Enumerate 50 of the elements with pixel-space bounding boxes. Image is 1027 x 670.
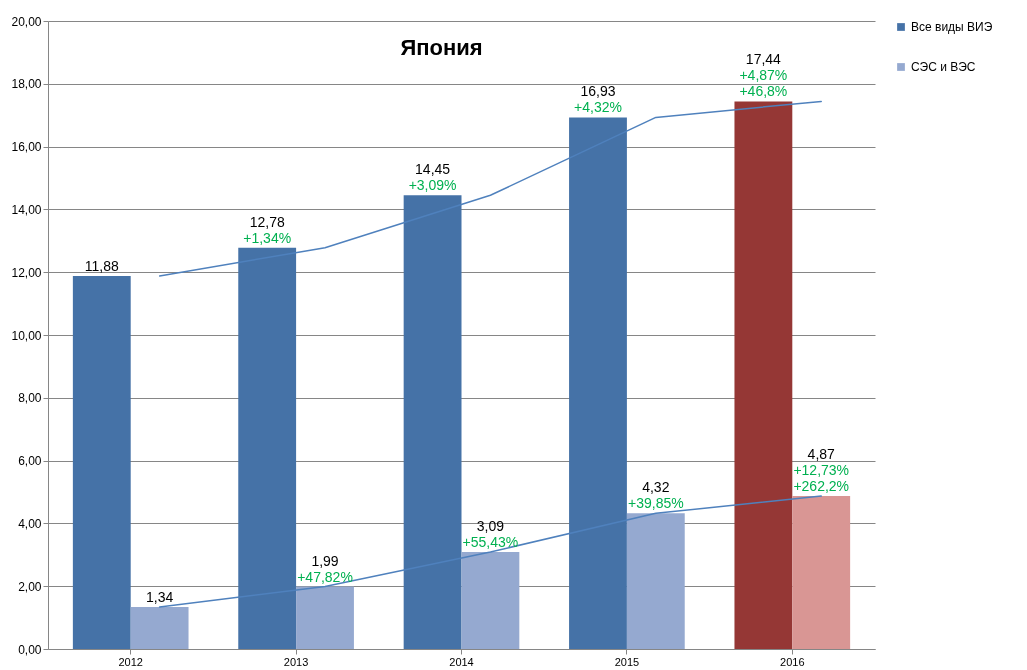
y-tick-label: 12,00 bbox=[11, 265, 42, 280]
y-tick-label: 16,00 bbox=[11, 140, 42, 155]
x-tick-label: 2015 bbox=[614, 655, 640, 668]
y-tick-label: 18,00 bbox=[11, 77, 42, 92]
x-tick-label: 2016 bbox=[780, 655, 805, 668]
y-tick-label: 10,00 bbox=[11, 328, 42, 343]
y-tick-label: 20,00 bbox=[11, 14, 42, 29]
bar bbox=[569, 117, 627, 649]
line-series bbox=[158, 100, 822, 277]
y-tick-label: 8,00 bbox=[18, 391, 42, 406]
y-tick-label: 6,00 bbox=[18, 454, 42, 469]
data-label: 12,78 bbox=[249, 213, 285, 230]
data-label: 17,44 bbox=[745, 51, 782, 68]
bar bbox=[403, 195, 462, 649]
x-tick-label: 2012 bbox=[118, 655, 143, 668]
legend-label: СЭС и ВЭС bbox=[911, 60, 976, 74]
y-tick-label: 2,00 bbox=[18, 579, 42, 594]
data-label: 1,34 bbox=[145, 588, 174, 605]
bar bbox=[296, 586, 354, 649]
data-label: 14,45 bbox=[415, 161, 451, 178]
annotation: +46,8% bbox=[739, 83, 788, 100]
data-label: 16,93 bbox=[580, 83, 616, 100]
annotation: +4,87% bbox=[739, 67, 788, 84]
annotation: +3,09% bbox=[408, 177, 457, 194]
bar bbox=[130, 606, 189, 649]
y-tick-label: 4,00 bbox=[18, 516, 42, 531]
text: Япония bbox=[400, 35, 483, 60]
y-tick-label: 14,00 bbox=[11, 202, 42, 217]
y-tick-label: 0,00 bbox=[18, 642, 42, 657]
annotation: +12,73% bbox=[793, 462, 850, 479]
data-label: 4,32 bbox=[642, 479, 670, 496]
bar bbox=[734, 101, 793, 649]
legend-label: Все виды ВИЭ bbox=[911, 20, 993, 34]
bar bbox=[72, 275, 131, 649]
bar bbox=[626, 513, 685, 649]
bar bbox=[461, 551, 520, 649]
bar bbox=[238, 247, 297, 649]
annotation: +47,82% bbox=[297, 568, 353, 585]
annotation: +4,32% bbox=[574, 99, 622, 116]
data-label: 4,87 bbox=[807, 446, 836, 463]
bar bbox=[792, 496, 851, 649]
x-tick-label: 2013 bbox=[283, 655, 309, 668]
data-label: 1,99 bbox=[311, 552, 339, 569]
annotation: +1,34% bbox=[243, 229, 292, 246]
data-label: 3,09 bbox=[476, 517, 505, 534]
x-tick-label: 2014 bbox=[449, 655, 474, 668]
data-label: 11,88 bbox=[84, 257, 119, 274]
annotation: +55,43% bbox=[462, 533, 519, 550]
annotation: +262,2% bbox=[793, 478, 850, 495]
annotation: +39,85% bbox=[627, 495, 684, 512]
